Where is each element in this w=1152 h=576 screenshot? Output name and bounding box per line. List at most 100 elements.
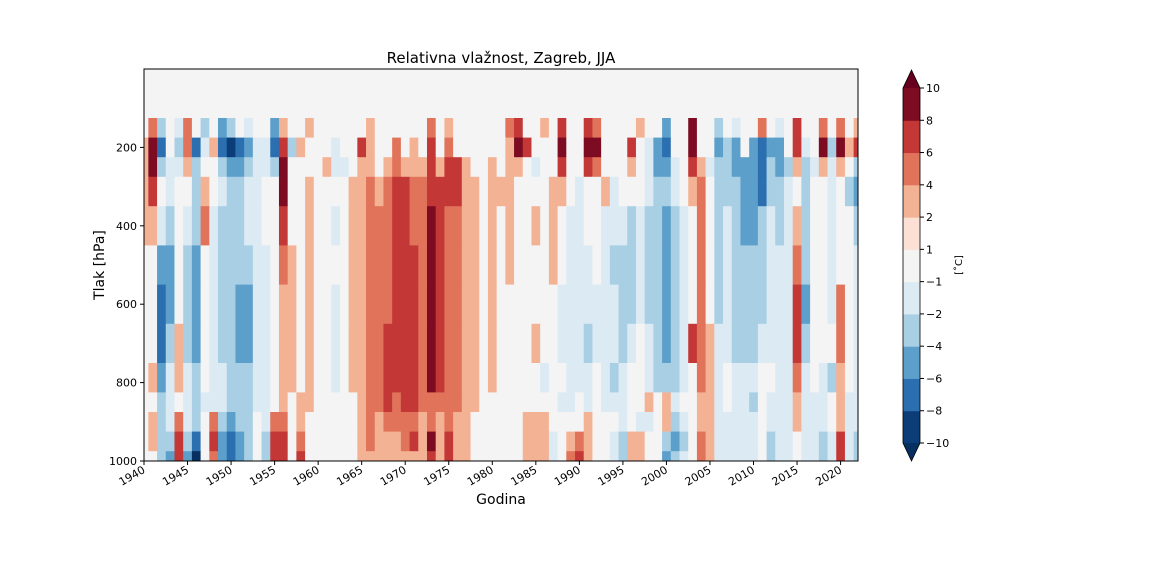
heatmap-cell [575, 451, 585, 461]
colorbar: −10 −8 −6 −4 −2 −1 1 2 4 6 8 10 [902, 69, 949, 462]
heatmap-cell [496, 392, 506, 413]
heatmap-cell [357, 137, 367, 158]
heatmap-cell [226, 284, 237, 325]
heatmap-cell [218, 284, 228, 325]
heatmap-cell [191, 363, 202, 393]
heatmap-cell [444, 206, 454, 246]
heatmap-cell [740, 118, 750, 139]
heatmap-cell [374, 451, 385, 461]
heatmap-cell [557, 284, 567, 325]
heatmap-cell [609, 451, 620, 461]
heatmap-cell [400, 392, 411, 413]
heatmap-cell [270, 118, 280, 139]
heatmap-cell [827, 206, 837, 246]
heatmap-cell [818, 118, 829, 139]
heatmap-cell [479, 412, 489, 433]
heatmap-cell [426, 451, 437, 461]
heatmap-cell [348, 451, 358, 461]
heatmap-cell [252, 284, 263, 325]
heatmap-cell [635, 284, 646, 325]
heatmap-cell [479, 431, 489, 452]
heatmap-cell [662, 137, 672, 158]
heatmap-cell [514, 323, 524, 364]
heatmap-cell [374, 323, 385, 364]
heatmap-cell [235, 431, 245, 452]
heatmap-cell [531, 118, 541, 139]
heatmap-cell [487, 363, 498, 393]
heatmap-cell [766, 137, 776, 158]
heatmap-cell [723, 392, 733, 413]
heatmap-cell [331, 284, 341, 325]
heatmap-cell [618, 137, 628, 158]
heatmap-cell [200, 392, 210, 413]
heatmap-cell [357, 176, 367, 207]
heatmap-cell [418, 137, 428, 158]
heatmap-cell [723, 431, 733, 452]
heatmap-cell [522, 363, 533, 393]
heatmap-cell [757, 284, 768, 325]
heatmap-cell [461, 206, 472, 246]
heatmap-cell [435, 284, 446, 325]
heatmap-cell [357, 392, 367, 413]
heatmap-cell [635, 323, 646, 364]
heatmap-cell [305, 157, 315, 178]
heatmap-cell [157, 137, 167, 158]
heatmap-cell [749, 284, 759, 325]
heatmap-cell [435, 118, 446, 139]
heatmap-cell [461, 157, 472, 178]
heatmap-cell [435, 451, 446, 461]
heatmap-cell [540, 363, 550, 393]
x-tick-label: 1980 [465, 463, 496, 488]
heatmap-cell [679, 323, 689, 364]
heatmap-cell [522, 157, 533, 178]
heatmap-cell [662, 284, 672, 325]
heatmap-cell [453, 412, 463, 433]
heatmap-cell [714, 137, 724, 158]
heatmap-cell [400, 363, 411, 393]
heatmap-cell [801, 206, 811, 246]
heatmap-cell [592, 431, 602, 452]
heatmap-cell [270, 284, 280, 325]
heatmap-cell [278, 176, 289, 207]
heatmap-cell [444, 323, 454, 364]
heatmap-cell [252, 206, 263, 246]
heatmap-cell [165, 176, 176, 207]
heatmap-cell [696, 451, 707, 461]
heatmap-cell [827, 118, 837, 139]
heatmap-cell [409, 392, 419, 413]
heatmap-cell [287, 176, 297, 207]
heatmap-cell [775, 392, 785, 413]
heatmap-cell [731, 392, 742, 413]
heatmap-cell [810, 137, 820, 158]
heatmap-cell [723, 118, 733, 139]
heatmap-cell [244, 451, 254, 461]
heatmap-cell [453, 392, 463, 413]
heatmap-cell [235, 137, 245, 158]
heatmap-cell [766, 118, 776, 139]
heatmap-cell [827, 363, 837, 393]
heatmap-cell [200, 137, 210, 158]
heatmap-cell [575, 157, 585, 178]
heatmap-cell [548, 363, 559, 393]
heatmap-cell [792, 451, 803, 461]
heatmap-cell [557, 176, 567, 207]
heatmap-cell [775, 206, 785, 246]
heatmap-cell [392, 363, 402, 393]
heatmap-cell [635, 363, 646, 393]
colorbar-tick-label: −10 [926, 437, 949, 450]
heatmap-cell [688, 451, 698, 461]
x-tick-label: 2015 [770, 463, 801, 488]
heatmap-cell [400, 157, 411, 178]
heatmap-cell [148, 157, 158, 178]
heatmap-cell [444, 245, 454, 286]
heatmap-cell [435, 392, 446, 413]
heatmap-cell [479, 245, 489, 286]
heatmap-cell [331, 206, 341, 246]
heatmap-cell [575, 206, 585, 246]
heatmap-cell [226, 431, 237, 452]
heatmap-cell [331, 157, 341, 178]
heatmap-cell [548, 118, 559, 139]
heatmap-cell [374, 363, 385, 393]
heatmap-cell [174, 137, 184, 158]
